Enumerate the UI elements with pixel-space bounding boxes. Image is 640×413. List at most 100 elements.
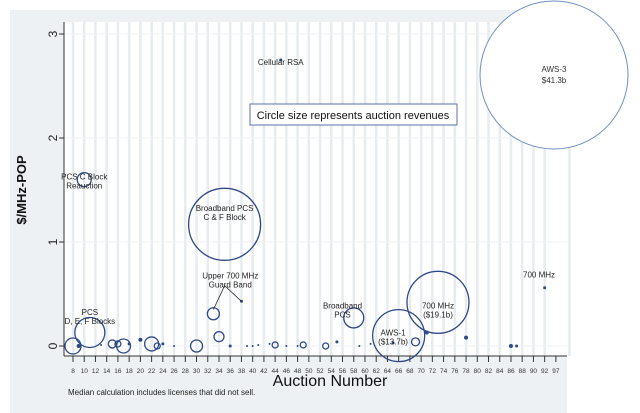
x-tick-label: 16 bbox=[114, 368, 122, 375]
x-tick-label: 66 bbox=[395, 368, 403, 375]
data-point bbox=[127, 342, 131, 346]
x-tick-label: 52 bbox=[316, 368, 324, 375]
annotation-label: 700 MHz ($19.1b) bbox=[422, 302, 454, 320]
x-tick-label: 38 bbox=[238, 368, 246, 375]
x-tick-label: 24 bbox=[159, 368, 167, 375]
annotation-line: Guard Band bbox=[209, 280, 252, 289]
data-point bbox=[206, 307, 221, 321]
x-tick-label: 76 bbox=[451, 368, 459, 375]
data-point bbox=[161, 342, 165, 346]
data-point bbox=[508, 344, 513, 348]
annotation-label: Broadband PCS C & F Block bbox=[196, 204, 254, 222]
highlight-line: $41.3b bbox=[542, 76, 567, 85]
annotation-leader bbox=[213, 285, 242, 310]
data-point bbox=[251, 345, 254, 347]
x-tick-label: 20 bbox=[137, 368, 145, 375]
x-tick-label: 70 bbox=[418, 368, 426, 375]
annotation-line: PCS bbox=[82, 308, 98, 317]
x-tick-label: 78 bbox=[462, 368, 470, 375]
data-point bbox=[279, 58, 283, 62]
annotation-line: Upper 700 MHz bbox=[202, 271, 258, 280]
data-point bbox=[187, 187, 262, 261]
x-tick-label: 88 bbox=[519, 368, 527, 375]
y-tick-label: 0 bbox=[46, 342, 60, 349]
x-tick-label: 32 bbox=[204, 368, 212, 375]
data-point bbox=[410, 337, 421, 347]
data-point bbox=[296, 345, 299, 347]
annotation-line: AWS-1 bbox=[381, 329, 407, 338]
x-tick-label: 56 bbox=[339, 368, 347, 375]
annotation-line: Cellular RSA bbox=[258, 58, 304, 67]
x-tick-label: 18 bbox=[126, 368, 134, 375]
data-point bbox=[257, 343, 260, 346]
x-tick-label: 48 bbox=[294, 368, 302, 375]
y-tick-label: 2 bbox=[46, 134, 60, 141]
highlight-line: AWS-3 bbox=[541, 65, 567, 74]
x-tick-label: 34 bbox=[215, 368, 223, 375]
data-point bbox=[322, 342, 330, 350]
x-tick-label: 82 bbox=[485, 368, 493, 375]
x-tick-label: 68 bbox=[406, 368, 414, 375]
data-point bbox=[515, 344, 519, 348]
x-tick-label: 50 bbox=[305, 368, 313, 375]
annotation-line: C & F Block bbox=[203, 213, 246, 222]
y-tick-label: 1 bbox=[46, 238, 60, 245]
x-tick-label: 58 bbox=[350, 368, 358, 375]
legend-note: Circle size represents auction revenues bbox=[257, 110, 450, 122]
x-tick-label: 14 bbox=[103, 368, 111, 375]
x-tick-label: 90 bbox=[530, 368, 538, 375]
annotation-label: Cellular RSA bbox=[258, 58, 304, 67]
annotation-line: 700 MHz bbox=[422, 302, 454, 311]
x-tick-label: 84 bbox=[496, 368, 504, 375]
annotation-line: ($13.7b) bbox=[378, 338, 408, 347]
annotation-label: Broadband PCS bbox=[323, 302, 362, 320]
data-point bbox=[343, 307, 365, 329]
x-tick-label: 74 bbox=[440, 368, 448, 375]
x-tick-label: 12 bbox=[92, 368, 100, 375]
x-tick-label: 42 bbox=[260, 368, 268, 375]
data-point bbox=[100, 343, 103, 346]
highlight-bubble bbox=[479, 0, 629, 150]
data-point bbox=[299, 341, 307, 349]
x-tick-label: 40 bbox=[249, 368, 257, 375]
data-point bbox=[268, 342, 271, 345]
x-tick-label: 44 bbox=[272, 368, 280, 375]
data-point bbox=[115, 338, 132, 354]
x-tick-label: 54 bbox=[328, 368, 336, 375]
data-point bbox=[358, 345, 361, 347]
x-tick-label: 8 bbox=[71, 368, 75, 375]
x-tick-label: 80 bbox=[474, 368, 482, 375]
y-tick-label: 3 bbox=[46, 30, 60, 37]
data-point bbox=[335, 340, 339, 344]
data-point bbox=[153, 342, 161, 350]
y-axis-label: $/MHz-POP bbox=[14, 155, 29, 225]
annotation-line: Reauction bbox=[66, 182, 102, 191]
data-point bbox=[189, 339, 204, 353]
x-tick-label: 46 bbox=[283, 368, 291, 375]
footnote: Median calculation includes licenses tha… bbox=[68, 388, 256, 397]
data-point bbox=[213, 330, 225, 343]
data-point bbox=[372, 308, 426, 363]
annotation-label: Upper 700 MHz Guard Band bbox=[202, 271, 258, 289]
data-point bbox=[271, 341, 279, 349]
data-point bbox=[173, 345, 176, 347]
annotation-label: AWS-1 ($13.7b) bbox=[378, 329, 408, 347]
annotation-label: PCS D, E, F Blocks bbox=[65, 308, 116, 326]
data-point bbox=[464, 335, 469, 340]
data-point bbox=[285, 345, 288, 347]
data-point bbox=[138, 337, 143, 342]
x-tick-label: 28 bbox=[182, 368, 190, 375]
data-point bbox=[76, 344, 81, 348]
x-tick-label: 26 bbox=[170, 368, 178, 375]
annotation-line: 700 MHz bbox=[523, 270, 555, 279]
x-tick-label: 92 bbox=[541, 368, 549, 375]
data-point bbox=[391, 341, 395, 345]
x-tick-label: 72 bbox=[429, 368, 437, 375]
x-tick-label: 62 bbox=[373, 368, 381, 375]
data-point bbox=[246, 345, 249, 347]
data-point bbox=[76, 171, 92, 188]
x-tick-label: 10 bbox=[81, 368, 89, 375]
highlight-label: AWS-3 $41.3b bbox=[541, 65, 567, 85]
data-point bbox=[543, 286, 547, 290]
